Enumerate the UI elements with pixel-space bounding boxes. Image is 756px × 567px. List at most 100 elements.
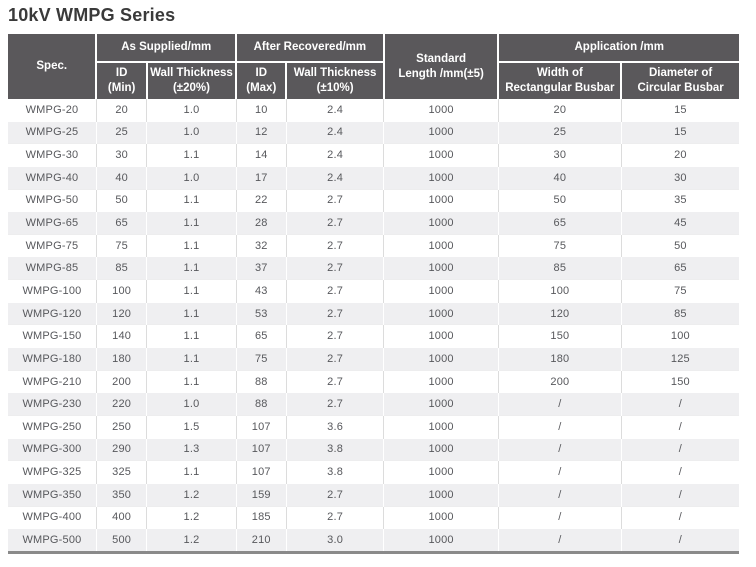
cell-spec: WMPG-230 — [8, 392, 97, 416]
cell-id-max: 107 — [235, 437, 287, 461]
table-row: WMPG-325 325 1.1 107 3.8 1000// — [8, 460, 739, 484]
cell-wall-thickness-10: 2.7 — [285, 233, 384, 257]
cell-id-max: 65 — [235, 324, 287, 348]
cell-id-max: 53 — [235, 301, 287, 325]
cell-wall-thickness-10: 2.4 — [285, 120, 384, 144]
table-row: WMPG-120 120 1.1 53 2.7 1000 120 85 — [8, 301, 739, 325]
cell-wall-thickness-20: 1.0 — [146, 99, 237, 122]
cell-width-rect-busbar: / — [497, 528, 622, 553]
cell-id-max: 107 — [235, 460, 287, 484]
cell-spec: WMPG-100 — [8, 279, 97, 303]
cell-dia-circ-busbar: 20 — [620, 143, 739, 167]
cell-dia-circ-busbar: / — [620, 528, 739, 553]
cell-id-min: 120 — [95, 301, 147, 325]
cell-id-max: 159 — [235, 482, 287, 507]
cell-width-rect-busbar: 65 — [497, 211, 622, 235]
cell-spec: WMPG-65 — [8, 211, 97, 235]
cell-width-rect-busbar: / — [497, 482, 622, 507]
cell-dia-circ-busbar: / — [620, 392, 739, 416]
cell-id-min: 100 — [95, 279, 147, 303]
cell-standard-length: 1000 — [383, 120, 499, 144]
table-row: WMPG-20 20 1.0 10 2.4 1000 20 15 — [8, 99, 739, 122]
cell-dia-circ-busbar: 50 — [620, 233, 739, 257]
cell-spec: WMPG-325 — [8, 460, 97, 484]
col-group-after-recovered: After Recovered/mm — [235, 34, 384, 62]
cell-spec: WMPG-500 — [8, 528, 97, 553]
cell-wall-thickness-10: 2.7 — [285, 256, 384, 280]
cell-wall-thickness-10: 2.7 — [285, 279, 384, 303]
table-row: WMPG-30 30 1.1 14 2.4 1000 30 20 — [8, 143, 739, 167]
cell-id-max: 210 — [235, 528, 287, 553]
col-header-wall-thickness-20: Wall Thickness (±20%) — [145, 61, 237, 99]
cell-id-min: 250 — [95, 414, 147, 439]
col-header-id-max: ID (Max) — [235, 61, 287, 99]
table-row: WMPG-100 100 1.1 43 2.7 1000 100 75 — [8, 279, 739, 303]
table-row: WMPG-75 75 1.1 32 2.7 1000 75 50 — [8, 233, 739, 257]
cell-standard-length: 1000 — [383, 414, 499, 439]
cell-standard-length: 1000 — [383, 369, 499, 393]
cell-standard-length: 1000 — [383, 99, 499, 122]
cell-spec: WMPG-400 — [8, 505, 97, 529]
cell-id-max: 88 — [235, 369, 287, 393]
cell-dia-circ-busbar: 75 — [620, 279, 739, 303]
table-row: WMPG-40 40 1.0 17 2.4 1000 40 30 — [8, 165, 739, 190]
cell-spec: WMPG-50 — [8, 188, 97, 212]
cell-dia-circ-busbar: 35 — [620, 188, 739, 212]
cell-id-min: 325 — [95, 460, 147, 484]
cell-standard-length: 1000 — [383, 211, 499, 235]
cell-spec: WMPG-85 — [8, 256, 97, 280]
cell-width-rect-busbar: / — [497, 414, 622, 439]
col-group-as-supplied: As Supplied/mm — [95, 34, 237, 62]
cell-spec: WMPG-250 — [8, 414, 97, 439]
cell-id-max: 88 — [235, 392, 287, 416]
cell-wall-thickness-20: 1.1 — [146, 188, 237, 212]
cell-id-max: 185 — [235, 505, 287, 529]
table-row: WMPG-85 85 1.1 37 2.7 1000 85 65 — [8, 256, 739, 280]
cell-wall-thickness-10: 2.7 — [285, 392, 384, 416]
cell-spec: WMPG-150 — [8, 324, 97, 348]
cell-id-max: 10 — [235, 99, 287, 122]
table-row: WMPG-230 220 1.0 88 2.7 1000// — [8, 392, 739, 416]
cell-width-rect-busbar: 200 — [497, 369, 622, 393]
cell-standard-length: 1000 — [383, 233, 499, 257]
cell-wall-thickness-20: 1.1 — [146, 233, 237, 257]
cell-id-min: 75 — [95, 233, 147, 257]
cell-wall-thickness-20: 1.1 — [146, 369, 237, 393]
cell-width-rect-busbar: / — [497, 392, 622, 416]
cell-id-min: 220 — [95, 392, 147, 416]
cell-width-rect-busbar: 100 — [497, 279, 622, 303]
cell-id-min: 180 — [95, 347, 147, 371]
cell-dia-circ-busbar: 150 — [620, 369, 739, 393]
cell-dia-circ-busbar: 85 — [620, 301, 739, 325]
header-group-row: Spec. As Supplied/mm After Recovered/mm … — [8, 34, 739, 99]
cell-width-rect-busbar: 120 — [497, 301, 622, 325]
cell-width-rect-busbar: 25 — [497, 120, 622, 144]
cell-standard-length: 1000 — [383, 301, 499, 325]
cell-id-max: 17 — [235, 165, 287, 190]
cell-id-max: 14 — [235, 143, 287, 167]
cell-id-max: 22 — [235, 188, 287, 212]
cell-wall-thickness-20: 1.3 — [146, 437, 237, 461]
cell-standard-length: 1000 — [383, 324, 499, 348]
cell-wall-thickness-10: 3.8 — [285, 437, 384, 461]
cell-spec: WMPG-30 — [8, 143, 97, 167]
cell-width-rect-busbar: 75 — [497, 233, 622, 257]
cell-id-max: 43 — [235, 279, 287, 303]
cell-id-max: 28 — [235, 211, 287, 235]
cell-wall-thickness-20: 1.0 — [146, 120, 237, 144]
cell-wall-thickness-10: 2.7 — [285, 324, 384, 348]
cell-spec: WMPG-120 — [8, 301, 97, 325]
table-row: WMPG-25 25 1.0 12 2.4 1000 25 15 — [8, 120, 739, 144]
cell-id-max: 37 — [235, 256, 287, 280]
cell-dia-circ-busbar: / — [620, 414, 739, 439]
table-row: WMPG-250 250 1.5 107 3.6 1000// — [8, 414, 739, 439]
table-body: WMPG-20 20 1.0 10 2.4 1000 20 15 WMPG-25 25 1.0 12 2… — [8, 99, 739, 553]
cell-standard-length: 1000 — [383, 279, 499, 303]
cell-dia-circ-busbar: / — [620, 505, 739, 529]
cell-id-min: 290 — [95, 437, 147, 461]
cell-wall-thickness-20: 1.1 — [146, 143, 237, 167]
cell-standard-length: 1000 — [383, 437, 499, 461]
col-header-id-min: ID (Min) — [95, 61, 147, 99]
header-sub-row: ID (Min) Wall Thickness (±20%) ID (Max) … — [8, 61, 739, 99]
